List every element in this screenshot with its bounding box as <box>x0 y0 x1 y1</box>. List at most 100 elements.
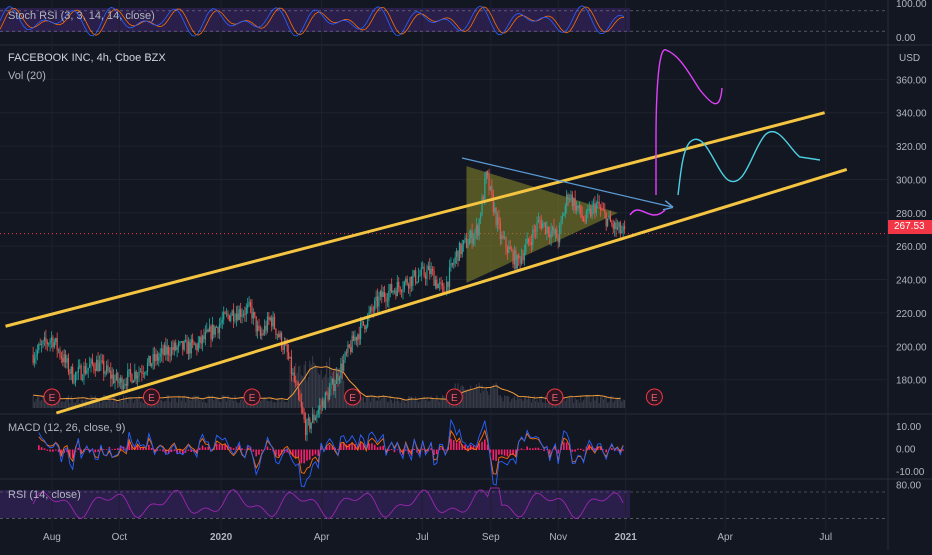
candle-body <box>350 347 352 353</box>
volume-bar <box>165 400 167 408</box>
candle-body <box>395 290 397 296</box>
candle-body <box>312 414 314 423</box>
macd-histogram-bar <box>591 446 593 450</box>
earnings-circle[interactable] <box>142 388 160 406</box>
volume-bar <box>447 401 449 408</box>
candle-body <box>431 269 434 271</box>
macd-histogram-bar <box>277 449 280 457</box>
volume-bar <box>326 361 328 408</box>
channel-lower-line[interactable] <box>55 168 848 415</box>
macd-histogram-bar <box>69 449 71 457</box>
volume-bar <box>114 396 116 408</box>
volume-bar <box>103 395 105 408</box>
volume-bar <box>336 375 338 408</box>
earnings-circle[interactable] <box>344 388 362 406</box>
volume-bar <box>408 396 410 408</box>
candle-body <box>619 222 621 233</box>
volume-bar <box>372 397 374 408</box>
macd-histogram-bar <box>314 449 317 455</box>
channel-upper-line[interactable] <box>5 111 826 328</box>
triangle-trendline[interactable] <box>461 157 672 207</box>
earnings-marker[interactable]: E <box>546 388 564 406</box>
volume-bar <box>306 380 308 408</box>
volume-bar <box>189 399 191 408</box>
earnings-marker[interactable]: E <box>43 388 61 406</box>
candle-body <box>118 382 120 384</box>
candle-body <box>408 284 410 289</box>
volume-bar <box>377 400 379 408</box>
volume-bar <box>505 395 507 408</box>
candle-body <box>45 337 47 343</box>
candle-body <box>326 392 328 394</box>
volume-bar <box>401 398 403 408</box>
volume-bar <box>125 395 127 408</box>
candle-body <box>251 306 253 319</box>
volume-bar <box>244 397 246 408</box>
volume-bar <box>365 397 367 408</box>
volume-bar <box>598 402 600 408</box>
candle-body <box>402 288 404 293</box>
volume-bar <box>571 396 573 408</box>
candle-body <box>98 362 101 372</box>
candle-body <box>498 216 500 224</box>
volume-bar <box>430 396 432 408</box>
candle-body <box>508 246 510 253</box>
volume-bar <box>128 397 130 408</box>
candle-body <box>90 359 92 365</box>
earnings-marker[interactable]: E <box>142 388 160 406</box>
macd-histogram-bar <box>368 443 370 450</box>
candle-body <box>406 278 408 285</box>
earnings-marker[interactable]: E <box>645 388 663 406</box>
candle-body <box>479 215 482 219</box>
earnings-marker[interactable]: E <box>243 388 261 406</box>
volume-bar <box>570 395 572 408</box>
candle-body <box>189 342 191 354</box>
x-tick-label: 2020 <box>210 532 233 543</box>
candle-body <box>559 225 561 243</box>
candle-body <box>169 354 171 357</box>
candle-body <box>381 291 383 297</box>
candle-body <box>470 230 472 239</box>
volume-bar <box>38 397 40 408</box>
candle-body <box>591 206 593 217</box>
volume-bar <box>175 398 177 408</box>
candle-body <box>573 198 575 207</box>
macd-histogram-bar <box>512 449 514 456</box>
candle-body <box>115 372 118 380</box>
candle-body <box>148 355 150 363</box>
earnings-circle[interactable] <box>546 388 564 406</box>
earnings-circle[interactable] <box>243 388 261 406</box>
earnings-circle[interactable] <box>43 388 61 406</box>
candle-body <box>108 370 110 372</box>
volume-bar <box>72 399 74 408</box>
candle-body <box>310 422 312 429</box>
earnings-circle[interactable] <box>645 388 663 406</box>
volume-bar <box>238 402 240 408</box>
macd-histogram-bar <box>54 449 57 451</box>
candle-body <box>604 210 606 213</box>
volume-bar <box>176 402 178 408</box>
candle-body <box>369 307 372 312</box>
volume-bar <box>425 400 427 408</box>
candle-body <box>193 342 195 345</box>
volume-bar <box>55 401 57 408</box>
volume-bar <box>302 376 304 408</box>
volume-bar <box>283 401 285 408</box>
earnings-marker[interactable]: E <box>344 388 362 406</box>
volume-bar <box>299 365 301 408</box>
volume-bar <box>216 398 218 408</box>
earnings-marker[interactable]: E <box>445 388 463 406</box>
candle-body <box>241 315 243 317</box>
y-tick-label: 0.00 <box>896 445 916 456</box>
candle-body <box>46 342 48 345</box>
candle-body <box>182 341 184 350</box>
earnings-circle[interactable] <box>445 388 463 406</box>
candle-body <box>371 307 373 311</box>
candle-body <box>623 226 626 229</box>
candle-body <box>100 360 102 363</box>
candle-body <box>187 342 190 354</box>
candle-body <box>65 354 67 363</box>
candle-body <box>180 341 182 343</box>
